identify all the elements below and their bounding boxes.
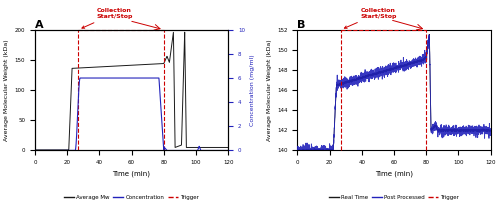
Text: A: A: [35, 20, 43, 30]
Legend: Real Time, Post Processed, Trigger: Real Time, Post Processed, Trigger: [326, 193, 461, 203]
X-axis label: Time (min): Time (min): [112, 171, 150, 177]
Y-axis label: Concentration (mg/ml): Concentration (mg/ml): [250, 54, 256, 126]
Text: B: B: [298, 20, 306, 30]
Y-axis label: Average Molecular Weight (kDa): Average Molecular Weight (kDa): [4, 39, 9, 141]
Legend: Average Mw, Concentration, Trigger: Average Mw, Concentration, Trigger: [62, 193, 201, 203]
Text: Collection
Start/Stop: Collection Start/Stop: [344, 8, 397, 28]
Y-axis label: Average Molecular Weight (kDa): Average Molecular Weight (kDa): [266, 39, 272, 141]
Text: Collection
Start/Stop: Collection Start/Stop: [82, 8, 133, 28]
X-axis label: Time (min): Time (min): [375, 171, 413, 177]
